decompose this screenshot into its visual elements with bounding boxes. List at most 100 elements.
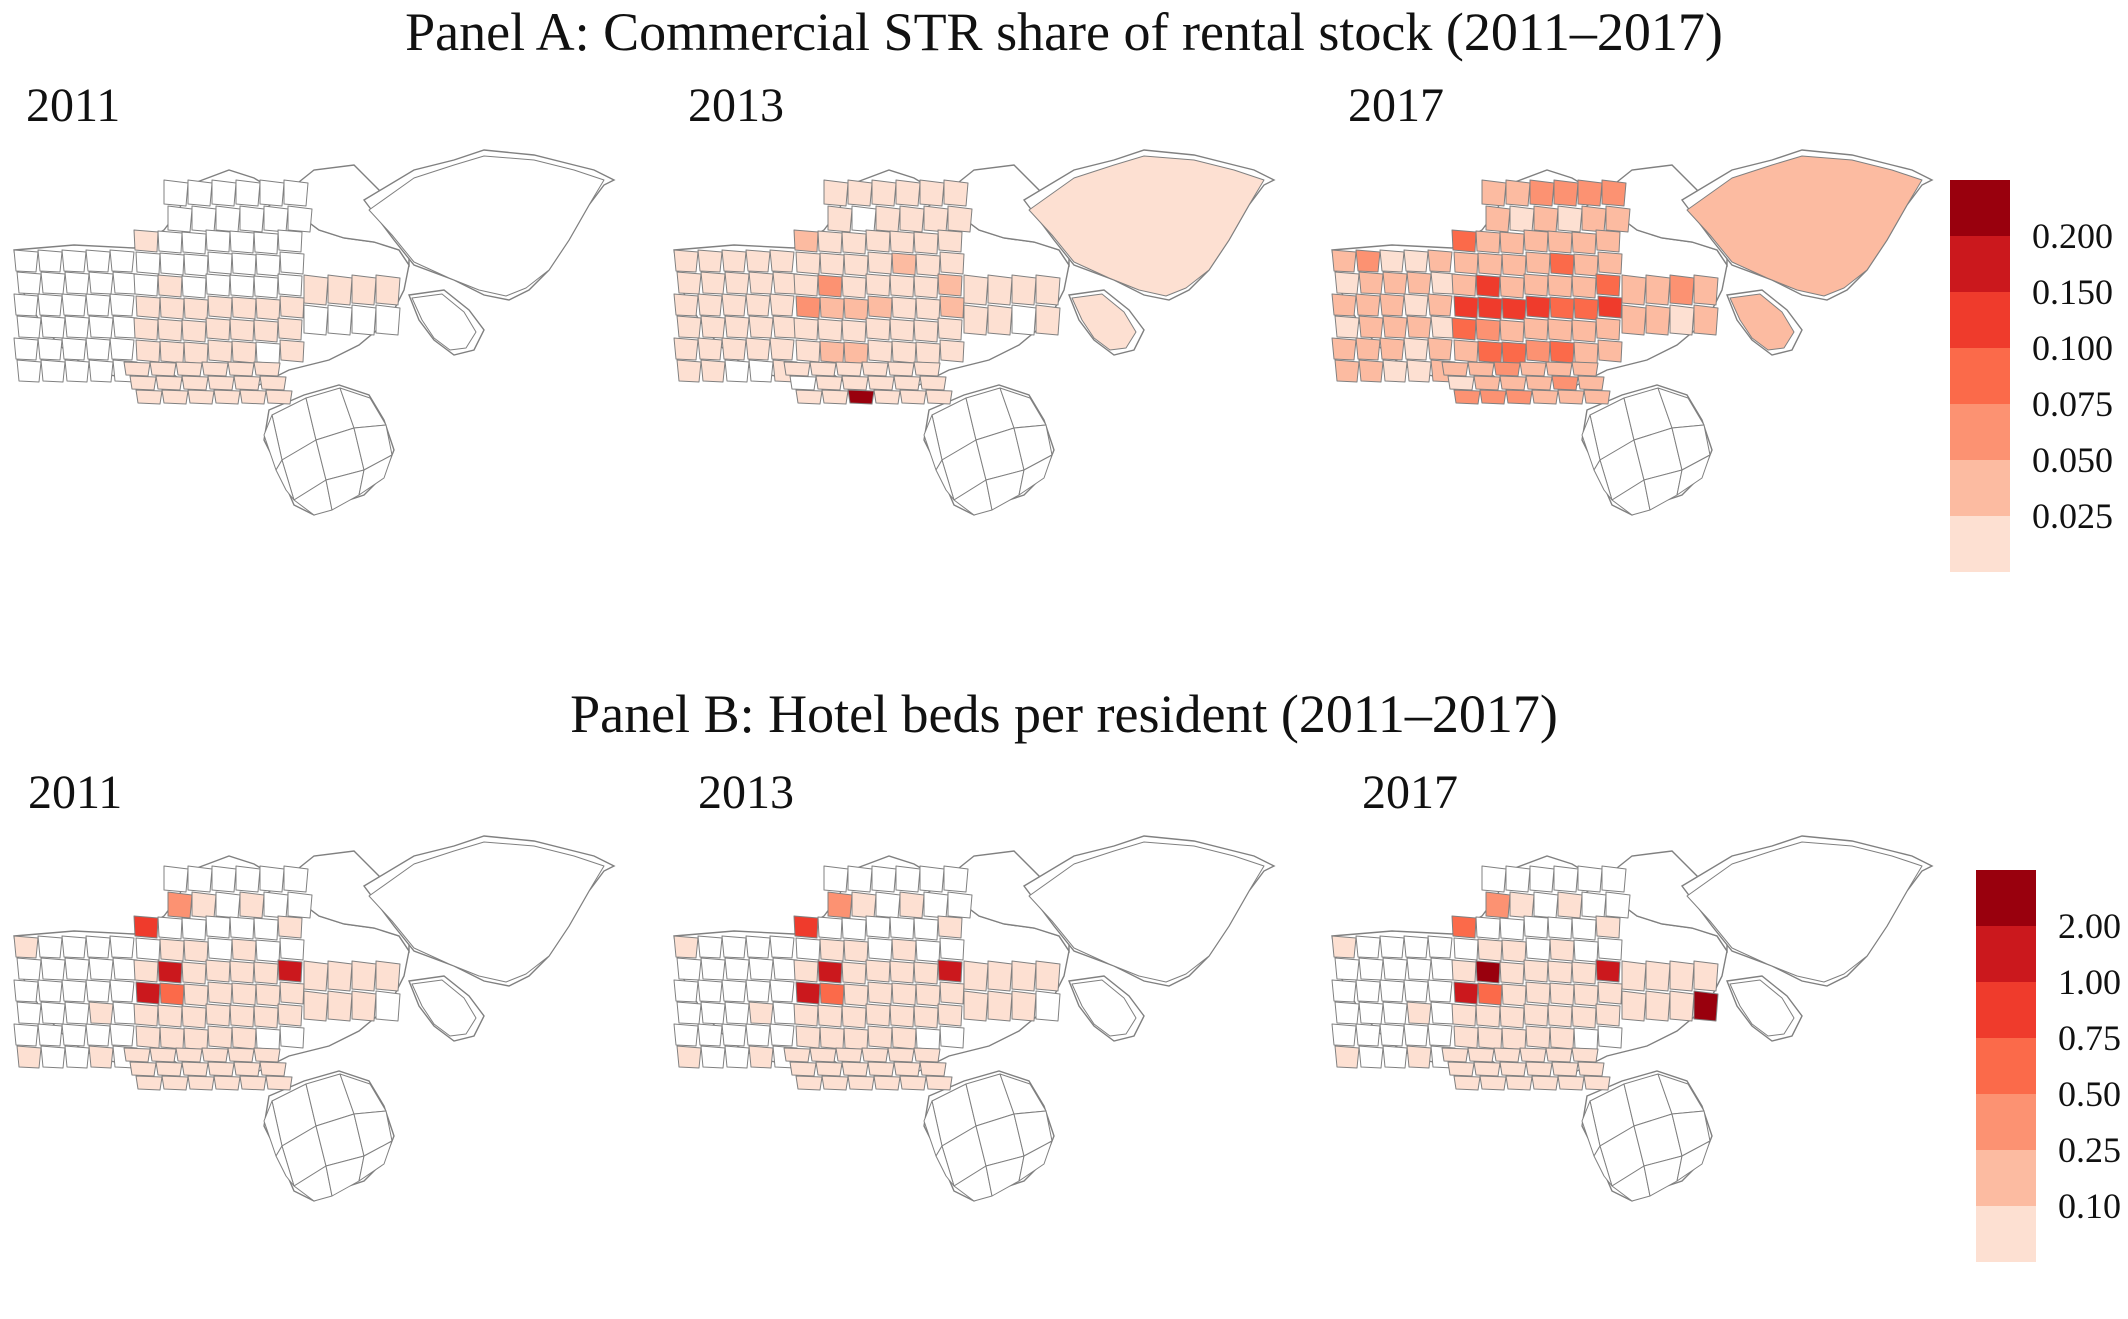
district-polygon [183, 983, 209, 1007]
district-polygon [61, 979, 87, 1003]
district-polygon [181, 961, 207, 985]
district-polygon [676, 1045, 702, 1069]
district-polygon [947, 205, 973, 233]
district-polygon [1334, 1045, 1360, 1069]
district-polygon [259, 1061, 287, 1077]
district-polygon [183, 297, 209, 321]
district-polygon [795, 1025, 821, 1049]
district-polygon [915, 939, 941, 963]
district-polygon [277, 317, 303, 341]
district-polygon [1018, 1140, 1053, 1182]
district-polygon [1477, 982, 1503, 1006]
district-polygon [1485, 205, 1511, 233]
panel-b-title: Panel B: Hotel beds per resident (2011–2… [570, 684, 1558, 744]
district-polygon [721, 337, 747, 361]
district-polygon [37, 249, 63, 273]
district-polygon [867, 251, 893, 275]
district-polygon [1505, 389, 1533, 405]
district-polygon [673, 249, 699, 273]
district-polygon [939, 251, 965, 275]
district-polygon [987, 960, 1013, 992]
district-polygon [411, 979, 477, 1037]
district-polygon [1331, 293, 1357, 317]
district-polygon [1479, 389, 1507, 405]
district-polygon [133, 317, 159, 341]
district-polygon [841, 275, 867, 299]
district-polygon [795, 339, 821, 363]
district-polygon [253, 961, 279, 985]
district-polygon [253, 361, 281, 377]
district-polygon [697, 935, 723, 959]
district-polygon [279, 981, 305, 1005]
district-polygon [16, 271, 42, 295]
panel-b-map-2013-year-label: 2013 [698, 766, 794, 819]
district-polygon [13, 337, 39, 361]
district-polygon [159, 982, 185, 1006]
district-polygon [919, 375, 947, 391]
legend-tick-label: 0.200 [2032, 216, 2113, 256]
district-polygon [1499, 917, 1525, 941]
district-polygon [1011, 990, 1037, 1022]
map-content-group [1331, 149, 1934, 516]
map-content-group [673, 149, 1276, 516]
district-polygon [795, 251, 821, 275]
district-polygon [61, 337, 87, 361]
district-polygon [861, 1047, 889, 1063]
district-polygon [1693, 304, 1719, 336]
district-polygon [835, 361, 863, 377]
district-polygon [255, 983, 281, 1007]
district-polygon [207, 1025, 233, 1049]
district-polygon [891, 982, 917, 1006]
district-polygon [283, 179, 309, 207]
district-polygon [875, 891, 901, 919]
district-polygon [745, 1023, 771, 1047]
district-polygon [1621, 274, 1647, 306]
district-polygon [721, 249, 747, 273]
district-polygon [207, 375, 235, 391]
district-polygon [255, 297, 281, 321]
panel-b-map-2011 [13, 835, 616, 1202]
district-polygon [205, 959, 231, 983]
district-polygon [1577, 375, 1605, 391]
district-polygon [1597, 295, 1623, 319]
district-polygon [1499, 1061, 1527, 1077]
district-polygon [1525, 251, 1551, 275]
district-polygon [129, 375, 157, 391]
district-polygon [1355, 249, 1381, 273]
district-polygon [351, 960, 377, 992]
district-polygon [1479, 1075, 1507, 1091]
district-polygon [327, 274, 353, 306]
district-polygon [1403, 293, 1429, 317]
district-polygon [963, 274, 989, 306]
panel-b-map-2017 [1331, 835, 1934, 1202]
legend-swatch [1950, 460, 2010, 516]
district-polygon [700, 315, 726, 339]
district-polygon [213, 389, 241, 405]
district-polygon [1358, 1001, 1384, 1025]
district-polygon [283, 865, 309, 893]
legend-swatch [1976, 1038, 2036, 1094]
district-polygon [769, 293, 795, 317]
district-polygon [1729, 979, 1795, 1037]
district-polygon [1035, 304, 1061, 336]
district-polygon [1473, 375, 1501, 391]
district-polygon [1475, 916, 1501, 940]
district-polygon [215, 205, 241, 233]
district-polygon [263, 891, 289, 919]
district-polygon [865, 273, 891, 297]
district-polygon [275, 459, 295, 501]
district-polygon [915, 253, 941, 277]
district-polygon [1525, 1025, 1551, 1049]
district-polygon [1571, 319, 1597, 343]
district-polygon [181, 375, 209, 391]
district-polygon [64, 271, 90, 295]
district-polygon [1453, 389, 1481, 405]
district-polygon [37, 979, 63, 1003]
district-polygon [1595, 273, 1621, 297]
district-polygon [1453, 1075, 1481, 1091]
district-polygon [40, 957, 66, 981]
panel-a-map-2017-year-label: 2017 [1348, 79, 1444, 132]
district-polygon [1601, 179, 1627, 207]
district-polygon [748, 1045, 774, 1069]
district-polygon [1028, 155, 1265, 297]
